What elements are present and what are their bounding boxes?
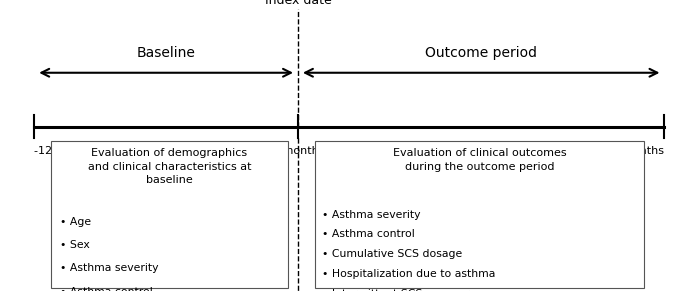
- FancyBboxPatch shape: [315, 141, 644, 288]
- Text: Baseline: Baseline: [137, 46, 195, 60]
- Text: +12 months: +12 months: [595, 146, 664, 155]
- Text: • Asthma control: • Asthma control: [60, 287, 152, 291]
- Text: • Hospitalization due to asthma: • Hospitalization due to asthma: [322, 269, 495, 279]
- Text: • Intermittent SCS exposure: • Intermittent SCS exposure: [322, 289, 476, 291]
- FancyBboxPatch shape: [51, 141, 288, 288]
- Text: 0 months: 0 months: [272, 146, 324, 155]
- Text: • Age: • Age: [60, 217, 90, 227]
- Text: • Cumulative SCS dosage: • Cumulative SCS dosage: [322, 249, 462, 259]
- Text: • Sex: • Sex: [60, 240, 89, 250]
- Text: Evaluation of clinical outcomes
during the outcome period: Evaluation of clinical outcomes during t…: [393, 148, 566, 172]
- Text: • Asthma control: • Asthma control: [322, 229, 414, 239]
- Text: Evaluation of demographics
and clinical characteristics at
baseline: Evaluation of demographics and clinical …: [88, 148, 251, 185]
- Text: Outcome period: Outcome period: [425, 46, 537, 60]
- Text: • Asthma severity: • Asthma severity: [60, 263, 158, 273]
- Text: -12 months: -12 months: [34, 146, 98, 155]
- Text: Index date: Index date: [264, 0, 332, 7]
- Text: • Asthma severity: • Asthma severity: [322, 210, 421, 219]
